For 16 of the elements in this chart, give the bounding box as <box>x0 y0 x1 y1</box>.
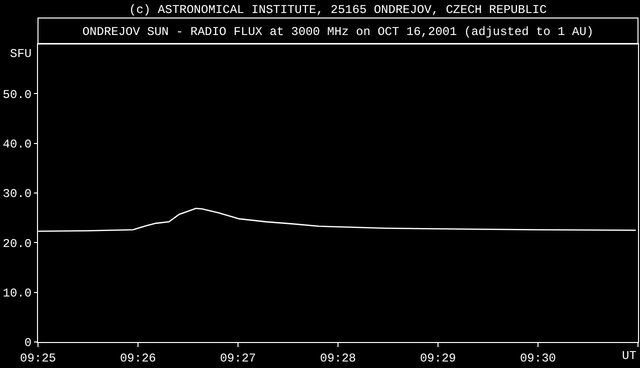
x-tick-label: 09:27 <box>220 351 256 366</box>
y-tick-label: 10.0 <box>2 286 32 301</box>
chart-title: ONDREJOV SUN - RADIO FLUX at 3000 MHz on OCT 16,2001 (adjusted to 1 AU) <box>82 25 594 40</box>
x-tick-label: 09:28 <box>320 351 356 366</box>
chart-subtitle: (c) ASTRONOMICAL INSTITUTE, 25165 ONDREJOV, CZECH REPUBLIC <box>129 3 547 17</box>
y-axis-title: SFU <box>10 47 32 61</box>
x-tick-label: 09:26 <box>120 351 156 366</box>
x-tick-label: 09:25 <box>20 351 56 366</box>
x-tick-label: 09:30 <box>520 351 556 366</box>
y-tick-label: 20.0 <box>2 236 32 251</box>
y-tick-label: 50.0 <box>2 88 32 102</box>
x-tick-label: 09:29 <box>420 351 456 366</box>
y-tick-label: 0 <box>24 336 32 350</box>
y-tick-label: 40.0 <box>2 138 32 152</box>
y-tick-label: 30.0 <box>2 187 32 202</box>
x-axis-title: UT <box>622 349 636 363</box>
